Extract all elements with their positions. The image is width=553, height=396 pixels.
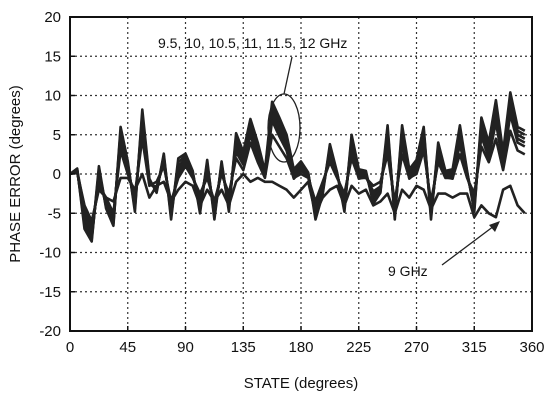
x-tick-label: 0 — [66, 339, 74, 356]
y-tick-label: -20 — [39, 323, 61, 340]
x-tick-label: 45 — [119, 339, 136, 356]
series-group — [69, 91, 526, 243]
x-tick-label: 90 — [177, 339, 194, 356]
y-axis-label: PHASE ERROR (degrees) — [7, 85, 24, 263]
y-tick-label: 10 — [44, 88, 61, 105]
annotation-leader-bottom — [441, 225, 495, 266]
y-tick-label: 0 — [53, 166, 61, 183]
annotation-leader-top — [283, 56, 293, 95]
y-tick-label: 20 — [44, 9, 61, 26]
y-tick-label: -5 — [48, 205, 61, 222]
y-tick-label: -10 — [39, 245, 61, 262]
series-line-6 — [69, 129, 526, 227]
y-tick-label: -15 — [39, 284, 61, 301]
annotation-bottom-label: 9 GHz — [388, 263, 428, 279]
x-tick-label: 225 — [346, 339, 371, 356]
x-tick-label: 135 — [231, 339, 256, 356]
x-tick-label: 360 — [519, 339, 544, 356]
annotation-top-label: 9.5, 10, 10.5, 11, 11.5, 12 GHz — [158, 35, 347, 51]
x-tick-label: 315 — [462, 339, 487, 356]
x-tick-label: 270 — [404, 339, 429, 356]
tick-labels: 0 45 90 135 180 225 270 315 360 20 15 10 5 0 -5 -10 -15 -… — [39, 9, 544, 356]
y-tick-label: 15 — [44, 48, 61, 65]
x-axis-label: STATE (degrees) — [244, 375, 358, 392]
x-tick-label: 180 — [288, 339, 313, 356]
y-tick-label: 5 — [53, 127, 61, 144]
series-line-7 — [69, 171, 526, 223]
annotation-arrowhead — [489, 221, 500, 232]
